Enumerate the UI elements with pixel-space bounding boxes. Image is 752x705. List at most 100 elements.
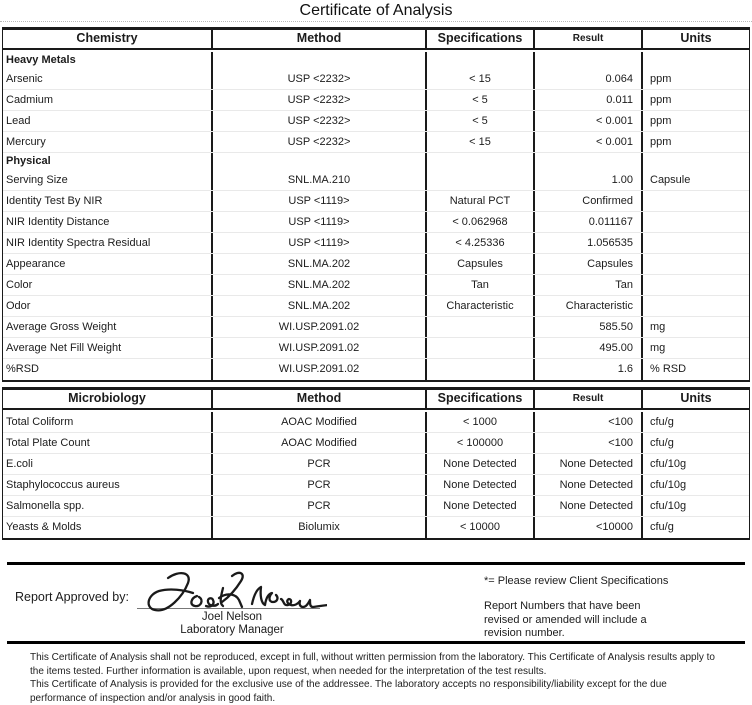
result-cell: <10000 [535,517,643,538]
result-cell: 0.011167 [535,212,643,232]
table-row: Yeasts & Molds Biolumix < 10000 <10000 c… [3,517,749,538]
units-cell [643,233,749,253]
analyte-name-cell: Identity Test By NIR [3,191,213,211]
analyte-name-cell: Heavy Metals [3,52,213,69]
units-cell: ppm [650,115,672,127]
units-cell: Capsule [650,174,691,186]
method-cell: Biolumix [213,517,427,538]
units-cell: cfu/g [650,416,674,428]
table-row: Average Net Fill Weight WI.USP.2091.02 4… [3,338,749,359]
specification-cell [427,338,535,358]
units-cell [643,212,749,232]
specification-cell: < 5 [427,90,535,110]
result-cell: 495.00 [535,338,643,358]
analyte-name-cell: Cadmium [3,90,213,110]
analyte-name-cell: Yeasts & Molds [3,517,213,538]
result-cell: 0.011 [535,90,643,110]
analyte-name-cell: Average Net Fill Weight [3,338,213,358]
revision-note: Report Numbers that have been revised or… [484,600,647,639]
method-cell: USP <2232> [213,111,427,131]
units-cell [643,191,749,211]
specification-cell: < 4.25336 [427,233,535,253]
column-header-specifications: Specifications [427,30,535,48]
column-header-result: Result [535,30,643,48]
method-cell: USP <1119> [213,191,427,211]
table-row: Mercury USP <2232> < 15 < 0.001 ppm [3,132,749,153]
chemistry-table: Chemistry Method Specifications Result U… [2,27,750,382]
method-cell: AOAC Modified [213,412,427,432]
analyte-name-cell: Physical [3,153,213,170]
method-cell: USP <1119> [213,233,427,253]
title-divider [0,21,752,22]
method-cell: WI.USP.2091.02 [213,359,427,380]
result-cell [535,52,643,69]
result-cell: Characteristic [535,296,643,316]
disclaimer-paragraph-1: This Certificate of Analysis shall not b… [30,652,715,677]
column-header-microbiology: Microbiology [3,390,213,408]
result-cell: None Detected [535,496,643,516]
specification-cell: None Detected [427,454,535,474]
analyte-name-cell: Lead [3,111,213,131]
approver-title: Laboratory Manager [180,624,284,636]
column-header-specifications: Specifications [427,390,535,408]
specification-cell [427,359,535,380]
units-cell: ppm [650,136,672,148]
units-cell: cfu/10g [650,500,687,512]
table-row: Color SNL.MA.202 Tan Tan [3,275,749,296]
table-row: Appearance SNL.MA.202 Capsules Capsules [3,254,749,275]
method-cell: USP <2232> [213,69,427,89]
specification-cell: Capsules [427,254,535,274]
chemistry-table-header: Chemistry Method Specifications Result U… [3,29,749,50]
units-cell [643,153,749,170]
units-cell: cfu/10g [650,458,687,470]
approval-left: Report Approved by: Joel Nelson Laborato… [15,569,327,641]
units-cell: mg [650,321,666,333]
table-row: Lead USP <2232> < 5 < 0.001 ppm [3,111,749,132]
analyte-name-cell: Appearance [3,254,213,274]
analyte-name-cell: Salmonella spp. [3,496,213,516]
analyte-name-cell: Average Gross Weight [3,317,213,337]
approver-name: Joel Nelson [201,611,263,623]
table-row: Physical [3,153,749,170]
units-cell: cfu/g [650,521,674,533]
method-cell: USP <2232> [213,90,427,110]
table-row: NIR Identity Spectra Residual USP <1119>… [3,233,749,254]
table-row: Total Plate Count AOAC Modified < 100000… [3,433,749,454]
microbiology-table-header: Microbiology Method Specifications Resul… [3,389,749,410]
table-row: Identity Test By NIR USP <1119> Natural … [3,191,749,212]
units-cell: mg [650,342,666,354]
specification-cell: < 5 [427,111,535,131]
specification-cell: < 15 [427,132,535,152]
analyte-name-cell: Odor [3,296,213,316]
result-cell: Tan [535,275,643,295]
column-header-units: Units [680,391,712,405]
analyte-name-cell: NIR Identity Spectra Residual [3,233,213,253]
specification-cell: < 100000 [427,433,535,453]
column-header-units: Units [680,31,712,45]
method-cell: SNL.MA.202 [213,254,427,274]
analyte-name-cell: Total Coliform [3,412,213,432]
result-cell: 1.6 [535,359,643,380]
table-row: Odor SNL.MA.202 Characteristic Character… [3,296,749,317]
result-cell: 0.064 [535,69,643,89]
signature-block: Joel Nelson Laboratory Manager [136,569,327,641]
signature-image [147,571,327,612]
units-cell: ppm [650,94,672,106]
table-row: Heavy Metals [3,52,749,69]
specification-cell [427,153,535,170]
result-cell: 585.50 [535,317,643,337]
method-cell: WI.USP.2091.02 [213,338,427,358]
specification-cell [427,52,535,69]
specification-cell [427,317,535,337]
specification-cell: None Detected [427,475,535,495]
column-header-method: Method [213,30,427,48]
analyte-name-cell: Total Plate Count [3,433,213,453]
analyte-name-cell: %RSD [3,359,213,380]
method-cell: USP <1119> [213,212,427,232]
units-cell: ppm [650,73,672,85]
table-row: E.coli PCR None Detected None Detected c… [3,454,749,475]
specification-cell: < 10000 [427,517,535,538]
table-row: Serving Size SNL.MA.210 1.00 Capsule [3,170,749,191]
result-cell [535,153,643,170]
